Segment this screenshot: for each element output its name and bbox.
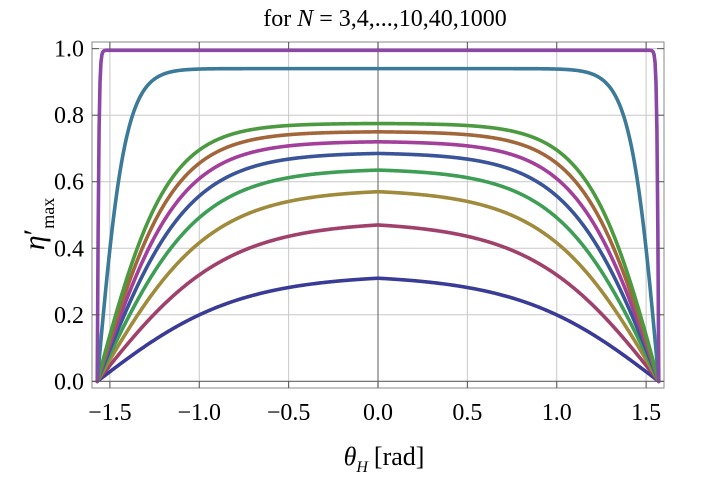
title-variable: N xyxy=(296,6,315,32)
x-tick-label: −1.0 xyxy=(177,400,221,426)
y-axis-prime: ′ xyxy=(18,229,51,236)
series-line-8 xyxy=(95,121,661,384)
y-axis-symbol: η xyxy=(18,235,51,250)
y-tick-label: 0.0 xyxy=(54,369,84,395)
x-tick-label: −0.5 xyxy=(267,400,311,426)
series-line-6 xyxy=(95,140,661,384)
y-axis-subscript: max xyxy=(38,198,58,229)
series-line-10 xyxy=(95,48,661,384)
x-tick-label: 0.5 xyxy=(452,400,482,426)
y-tick-label: 0.8 xyxy=(54,103,84,129)
y-tick-labels: 0.0 0.2 0.4 0.6 0.8 1.0 xyxy=(54,37,84,396)
x-tick-label: −1.5 xyxy=(88,400,132,426)
series-layer xyxy=(95,48,661,384)
series-line-4 xyxy=(95,168,661,384)
y-tick-label: 1.0 xyxy=(54,37,84,63)
chart-title: for N = 3,4,...,10,40,1000 xyxy=(263,6,507,32)
series-line-3 xyxy=(95,189,661,384)
series-line-9 xyxy=(95,66,661,384)
x-tick-label: 1.0 xyxy=(542,400,572,426)
x-axis-label: θH [rad] xyxy=(344,442,425,476)
x-tick-label: 1.5 xyxy=(631,400,661,426)
x-axis-subscript: H xyxy=(355,459,369,476)
series-line-2 xyxy=(95,223,661,384)
y-axis-label: η′max xyxy=(18,198,58,250)
series-line-7 xyxy=(95,130,661,384)
series-line-1 xyxy=(95,276,661,384)
series-line-5 xyxy=(95,151,661,384)
y-tick-label: 0.2 xyxy=(54,303,84,329)
x-axis-unit: [rad] xyxy=(374,442,425,471)
tick-layer xyxy=(92,42,664,388)
title-prefix: for xyxy=(263,6,297,32)
zero-axes xyxy=(92,42,664,388)
y-tick-label: 0.6 xyxy=(54,170,84,196)
x-tick-labels: −1.5 −1.0 −0.5 0.0 0.5 1.0 1.5 xyxy=(88,400,661,426)
y-tick-label: 0.4 xyxy=(54,236,84,262)
x-tick-label: 0.0 xyxy=(363,400,393,426)
title-suffix: = 3,4,...,10,40,1000 xyxy=(313,6,507,32)
x-axis-symbol: θ xyxy=(344,442,357,471)
